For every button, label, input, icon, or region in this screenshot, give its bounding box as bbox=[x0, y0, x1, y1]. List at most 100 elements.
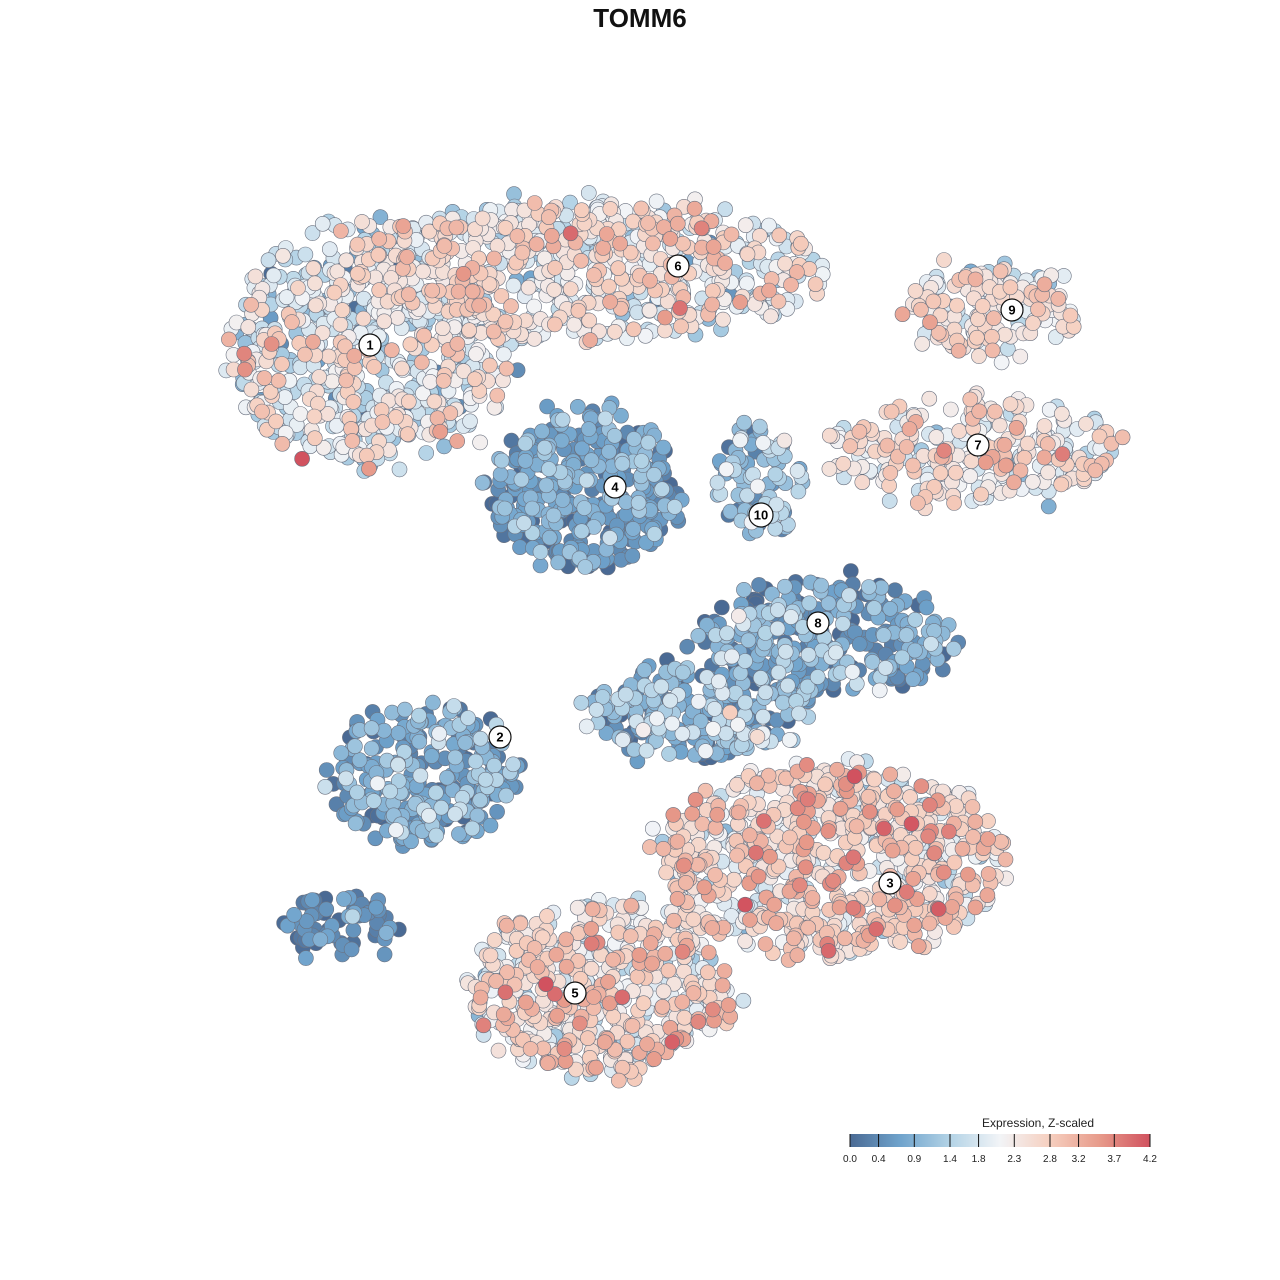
data-point bbox=[813, 577, 829, 594]
data-point bbox=[804, 890, 821, 906]
data-point bbox=[729, 847, 745, 864]
data-point bbox=[705, 239, 722, 255]
data-point bbox=[464, 820, 481, 837]
data-point bbox=[704, 283, 721, 299]
data-point bbox=[541, 529, 558, 546]
data-point bbox=[624, 1018, 641, 1034]
scatter-points bbox=[218, 185, 1131, 1089]
data-point bbox=[905, 671, 921, 688]
data-point bbox=[1006, 474, 1022, 491]
data-point bbox=[866, 600, 883, 616]
data-point bbox=[1008, 419, 1025, 436]
cluster-label-4: 4 bbox=[603, 475, 627, 499]
data-point bbox=[391, 461, 408, 478]
data-point bbox=[539, 1055, 556, 1071]
data-point bbox=[962, 468, 979, 485]
data-point bbox=[486, 757, 503, 774]
data-point bbox=[980, 866, 997, 882]
data-point bbox=[930, 901, 947, 917]
data-point bbox=[464, 283, 481, 300]
data-point bbox=[436, 438, 452, 455]
data-point bbox=[566, 316, 583, 333]
data-point bbox=[871, 891, 888, 908]
data-point bbox=[548, 946, 565, 963]
data-point bbox=[545, 507, 562, 524]
data-point bbox=[455, 265, 472, 282]
data-point bbox=[284, 314, 300, 330]
legend-tick-label: 1.8 bbox=[972, 1154, 986, 1165]
data-point bbox=[1040, 436, 1056, 452]
data-point bbox=[247, 268, 264, 285]
data-point bbox=[304, 892, 321, 908]
data-point bbox=[268, 413, 284, 430]
data-point bbox=[614, 1059, 631, 1076]
data-point bbox=[892, 934, 908, 950]
data-point bbox=[526, 195, 543, 211]
data-point bbox=[964, 799, 981, 815]
data-point bbox=[921, 390, 938, 407]
data-point bbox=[736, 581, 752, 598]
data-point bbox=[298, 950, 314, 966]
data-point bbox=[492, 466, 509, 483]
data-point bbox=[468, 346, 484, 362]
data-point bbox=[835, 615, 851, 632]
data-point bbox=[829, 761, 845, 778]
data-point bbox=[489, 387, 506, 404]
data-point bbox=[954, 840, 971, 857]
data-point bbox=[631, 947, 648, 963]
data-point bbox=[526, 330, 543, 347]
legend-tick-label: 0.4 bbox=[872, 1154, 886, 1165]
data-point bbox=[1053, 476, 1069, 493]
data-point bbox=[730, 608, 747, 624]
data-point bbox=[240, 319, 257, 335]
data-point bbox=[482, 947, 499, 964]
data-point bbox=[400, 393, 417, 410]
data-point bbox=[1036, 276, 1053, 293]
data-point bbox=[662, 231, 679, 247]
data-point bbox=[777, 578, 793, 595]
data-point bbox=[614, 455, 631, 472]
data-point bbox=[524, 500, 541, 517]
data-point bbox=[861, 579, 877, 595]
data-point bbox=[629, 969, 646, 985]
data-point bbox=[907, 283, 924, 299]
data-point bbox=[503, 298, 519, 315]
data-point bbox=[737, 694, 754, 711]
data-point bbox=[317, 778, 334, 795]
data-point bbox=[602, 201, 619, 217]
data-point bbox=[1036, 449, 1053, 466]
data-point bbox=[789, 463, 806, 479]
data-point bbox=[254, 403, 270, 420]
data-point bbox=[941, 823, 957, 840]
data-point bbox=[625, 213, 641, 230]
data-point bbox=[684, 805, 701, 822]
data-point bbox=[992, 263, 1009, 280]
data-point bbox=[831, 899, 848, 916]
data-point bbox=[785, 930, 802, 947]
data-point bbox=[755, 708, 771, 725]
data-point bbox=[600, 973, 616, 990]
data-point bbox=[617, 686, 634, 703]
data-point bbox=[674, 994, 691, 1010]
data-point bbox=[518, 994, 534, 1011]
data-point bbox=[901, 421, 918, 437]
data-point bbox=[722, 704, 738, 721]
data-point bbox=[748, 844, 764, 861]
data-point bbox=[571, 1015, 588, 1032]
data-point bbox=[415, 263, 431, 280]
data-point bbox=[428, 827, 445, 844]
data-point bbox=[601, 278, 617, 295]
data-point bbox=[471, 297, 488, 314]
data-point bbox=[665, 807, 682, 823]
cluster-label-8: 8 bbox=[806, 611, 830, 635]
data-point bbox=[854, 474, 871, 491]
data-point bbox=[636, 662, 653, 678]
data-point bbox=[713, 599, 730, 616]
data-point bbox=[845, 849, 862, 866]
data-point bbox=[633, 200, 650, 217]
data-point bbox=[692, 713, 709, 729]
cluster-label-6: 6 bbox=[666, 254, 690, 278]
data-point bbox=[735, 992, 752, 1009]
data-point bbox=[450, 283, 467, 300]
data-point bbox=[388, 822, 404, 838]
